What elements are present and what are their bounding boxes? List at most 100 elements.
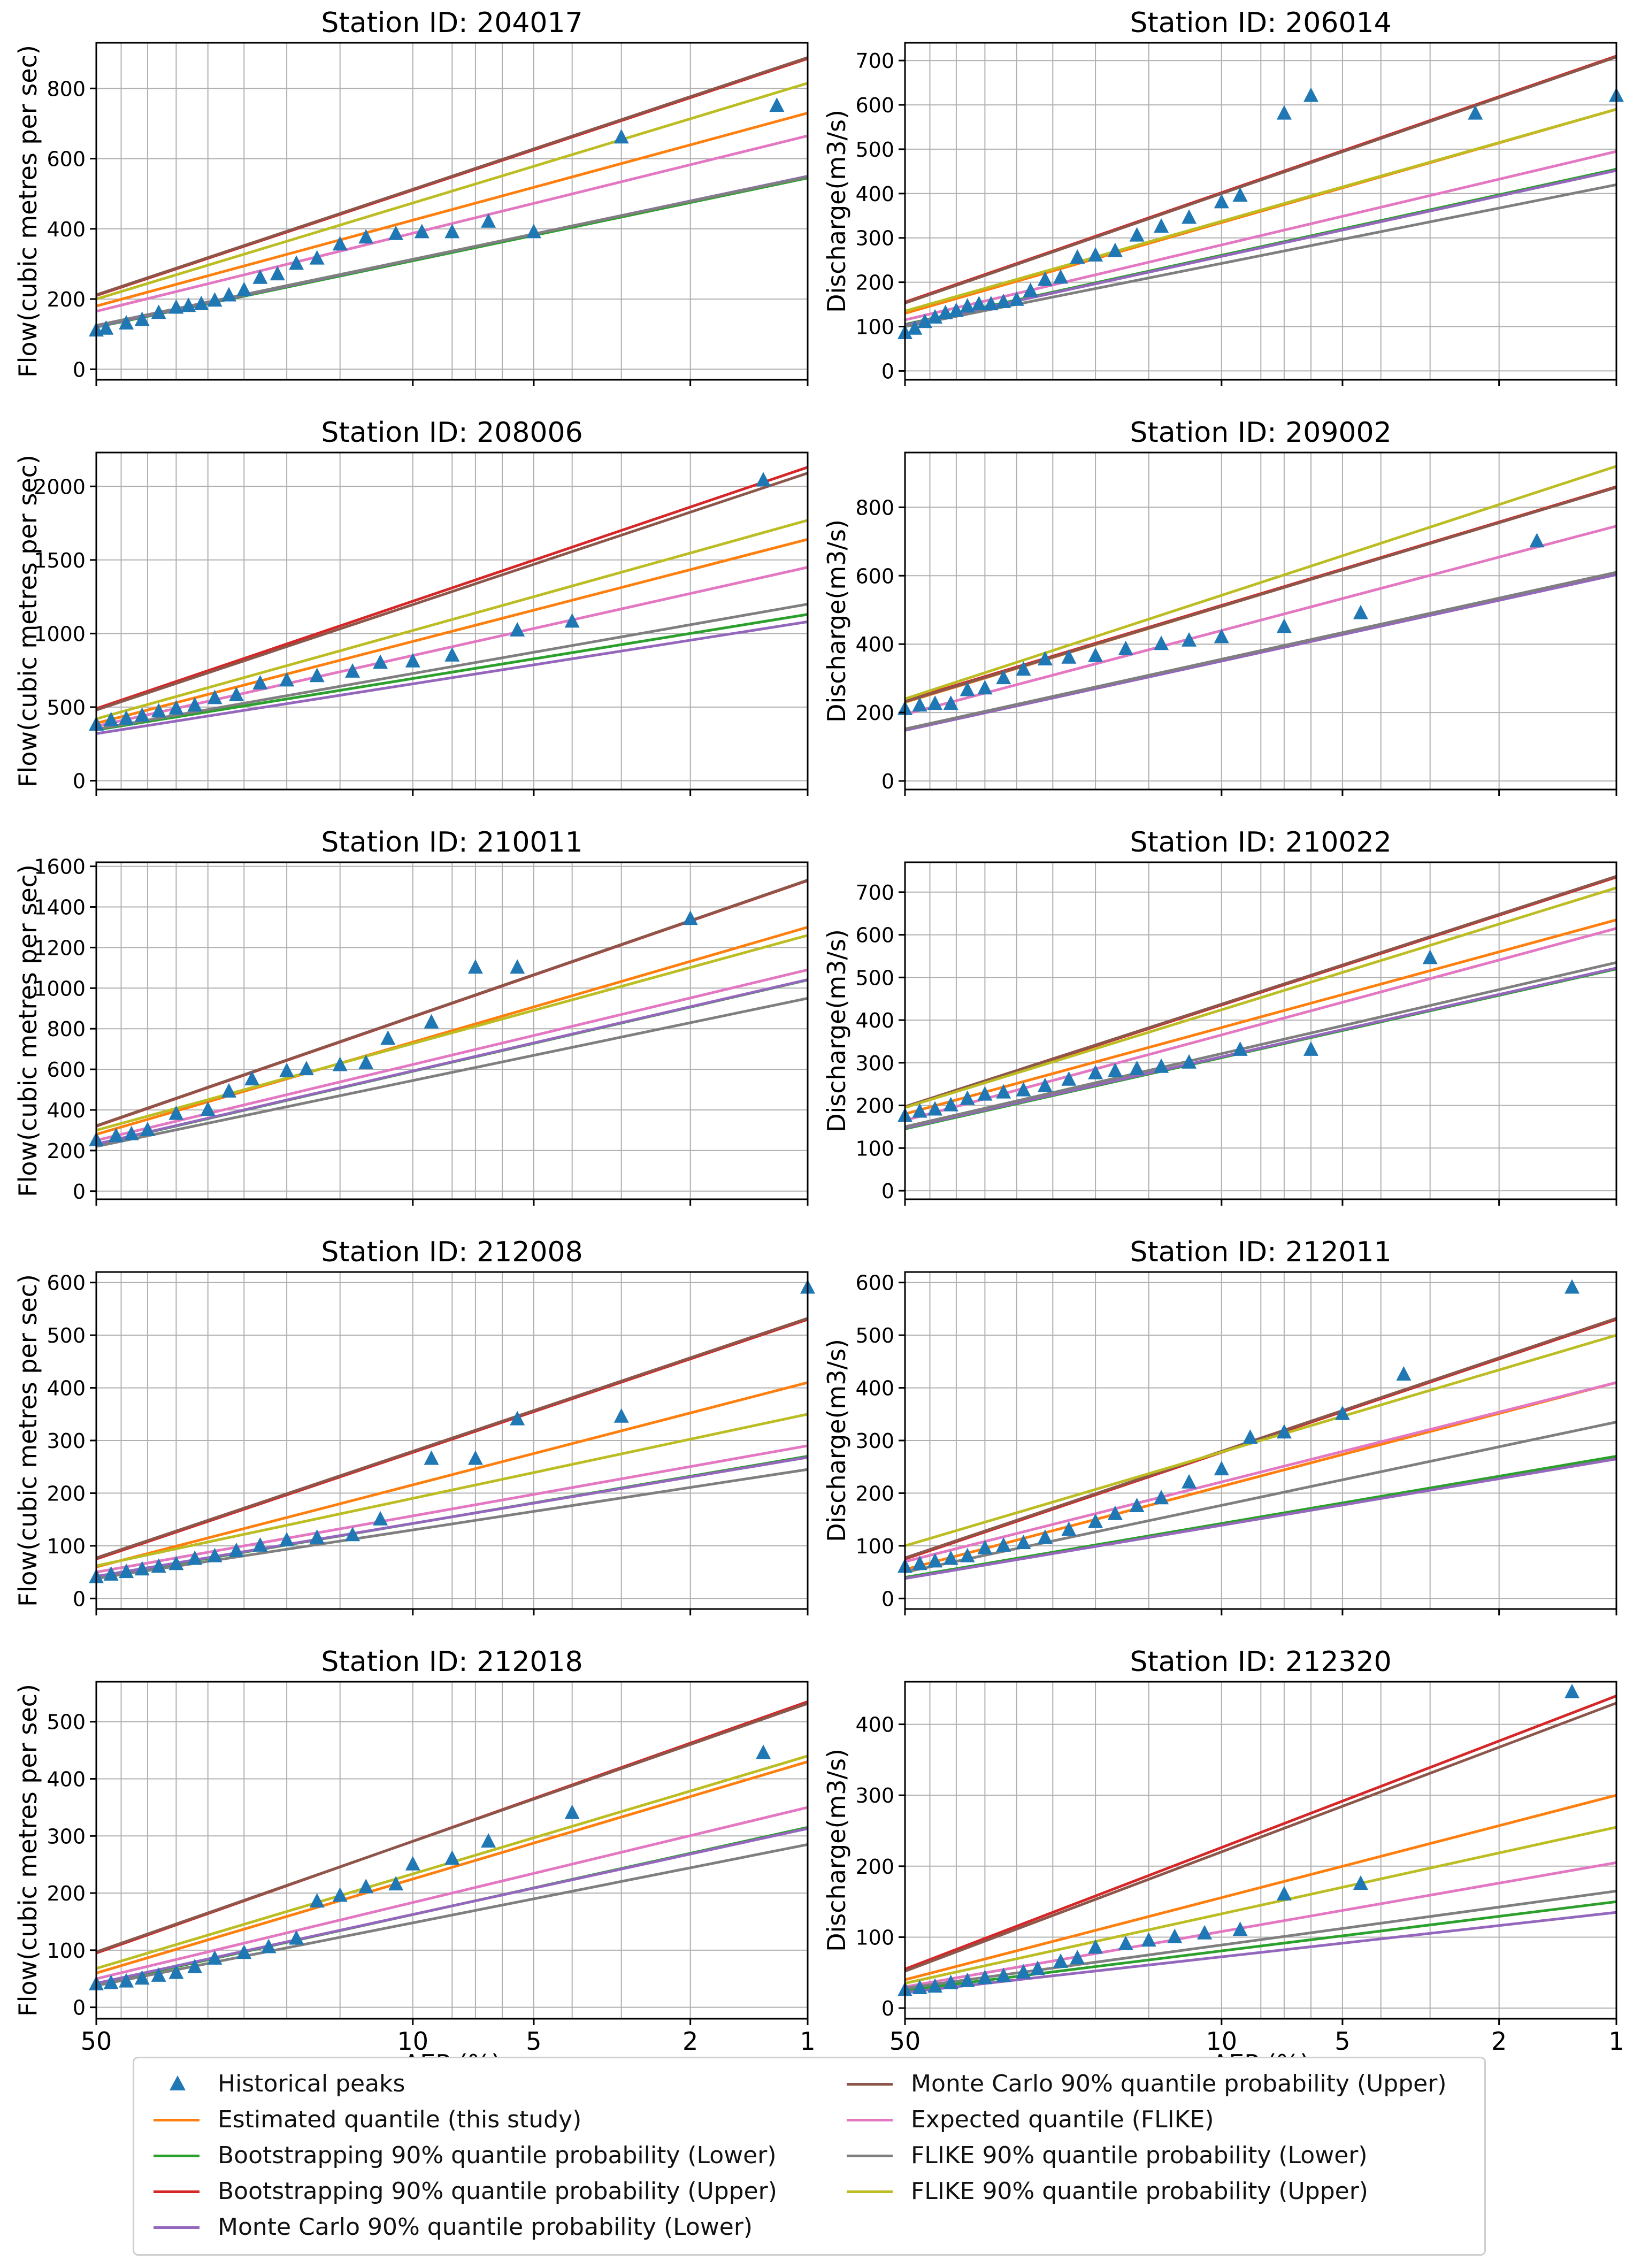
historical-peak-marker: [1396, 1366, 1412, 1381]
series-line-flx: [904, 1381, 1617, 1563]
historical-peak-marker: [252, 269, 268, 284]
historical-peak-marker: [917, 313, 932, 328]
legend-label: Historical peaks: [218, 2070, 405, 2097]
y-tick-label: 0: [73, 769, 86, 793]
historical-peak-marker: [309, 1529, 325, 1544]
y-tick-label: 200: [855, 701, 894, 725]
historical-peak-marker: [405, 653, 420, 668]
line-swatch-icon: [847, 2154, 893, 2157]
y-tick-label: 500: [855, 138, 894, 162]
line-swatch-icon: [154, 2118, 200, 2121]
series-line-flu: [904, 465, 1617, 700]
axes-frame: [95, 1681, 809, 2020]
historical-peak-marker: [1182, 209, 1197, 224]
historical-peak-marker: [927, 1978, 943, 1993]
historical-peak-marker: [1276, 618, 1292, 633]
y-axis-label: Discharge(m3/s): [822, 929, 851, 1132]
x-tick-label: 5: [1334, 2027, 1350, 2056]
legend-item-flike-upper: FLIKE 90% quantile probability (Upper): [840, 2173, 1447, 2209]
line-swatch-icon: [154, 2190, 200, 2193]
historical-peak-marker: [682, 910, 698, 925]
historical-peak-marker: [996, 293, 1011, 308]
historical-peak-marker: [103, 711, 119, 726]
y-tick-label: 400: [47, 1377, 86, 1400]
series-line-flu: [96, 934, 808, 1132]
chart-panel: 0 100 200 300 400 500 600 700 Station ID: 206014…: [822, 7, 1624, 386]
historical-peak-marker: [207, 689, 223, 704]
historical-peak-marker: [1141, 1932, 1156, 1947]
historical-peak-marker: [1353, 604, 1368, 619]
y-tick-label: 400: [47, 1099, 86, 1122]
historical-peak-marker: [769, 97, 785, 112]
historical-peak-marker: [309, 1893, 325, 1908]
y-tick-label: 200: [855, 1482, 894, 1505]
chart-title: Station ID: 212011: [1130, 1236, 1391, 1268]
historical-peak-marker: [1232, 1921, 1248, 1936]
historical-peak-marker: [444, 1850, 460, 1865]
series-line-bsl: [96, 613, 808, 732]
y-tick-label: 400: [855, 1377, 894, 1400]
y-tick-label: 600: [855, 94, 894, 117]
historical-peak-marker: [98, 320, 114, 335]
line-swatch-icon: [154, 2154, 200, 2157]
y-tick-label: 800: [47, 77, 86, 101]
triangle-marker-icon: [170, 2075, 186, 2090]
y-tick-label: 100: [47, 1535, 86, 1558]
y-tick-label: 500: [47, 1324, 86, 1347]
historical-peak-marker: [103, 1974, 119, 1989]
series-line-fll: [96, 997, 808, 1148]
historical-peak-marker: [912, 697, 927, 712]
historical-peak-marker: [1353, 1875, 1368, 1890]
y-tick-label: 800: [47, 1017, 86, 1041]
x-tick-label: 50: [889, 2027, 921, 2056]
historical-peak-marker: [1422, 949, 1438, 964]
historical-peak-marker: [119, 315, 134, 330]
historical-peak-marker: [510, 959, 525, 974]
y-axis-label: Discharge(m3/s): [822, 110, 851, 313]
line-swatch-icon: [154, 2226, 200, 2229]
historical-peak-marker: [119, 1973, 134, 1988]
chart-panel: 0 100 200 300 400 500 600 700 Station ID: 210022…: [822, 826, 1617, 1206]
series-line-flu: [904, 1826, 1617, 1985]
legend-label: Bootstrapping 90% quantile probability (…: [218, 2178, 777, 2205]
historical-peak-marker: [279, 1532, 295, 1546]
y-tick-label: 700: [855, 49, 894, 73]
historical-peak-marker: [1154, 218, 1169, 233]
historical-peak-marker: [1129, 1498, 1145, 1512]
historical-peak-marker: [373, 654, 388, 669]
historical-peak-marker: [244, 1071, 260, 1086]
historical-peak-marker: [1564, 1683, 1580, 1698]
historical-peak-marker: [140, 1122, 155, 1136]
chart-panel: 0 500 1000 1500 2000 Station ID: 208006 Flow(c…: [13, 417, 809, 796]
historical-peak-marker: [207, 1547, 223, 1562]
historical-peak-marker: [960, 298, 975, 313]
historical-peak-marker: [207, 292, 223, 307]
y-tick-label: 300: [855, 1052, 894, 1075]
historical-peak-marker: [1037, 1077, 1053, 1092]
historical-peak-marker: [194, 295, 209, 310]
historical-peak-marker: [298, 1061, 314, 1076]
y-axis-label: Flow(cubic metres per sec): [13, 45, 42, 378]
historical-peak-marker: [977, 1086, 993, 1101]
axes-frame: [95, 861, 809, 1200]
historical-peak-marker: [134, 311, 150, 326]
series-line-mcu: [96, 1317, 808, 1559]
historical-peak-marker: [444, 647, 460, 662]
series-line-fll: [904, 183, 1617, 328]
series-line-bsu: [904, 1695, 1617, 1971]
y-tick-label: 600: [47, 1271, 86, 1295]
historical-peak-marker: [1061, 1521, 1077, 1536]
y-tick-label: 0: [881, 1179, 894, 1203]
historical-peak-marker: [332, 1887, 348, 1902]
historical-peak-marker: [279, 672, 295, 687]
historical-peak-marker: [1118, 1935, 1133, 1950]
historical-peak-marker: [1276, 1886, 1292, 1901]
y-tick-label: 600: [855, 564, 894, 588]
y-tick-label: 200: [47, 288, 86, 311]
y-tick-label: 0: [73, 358, 86, 381]
historical-peak-marker: [1529, 533, 1545, 548]
historical-peak-marker: [927, 1101, 943, 1116]
historical-peak-marker: [481, 1833, 496, 1848]
historical-peak-marker: [960, 1972, 975, 1987]
